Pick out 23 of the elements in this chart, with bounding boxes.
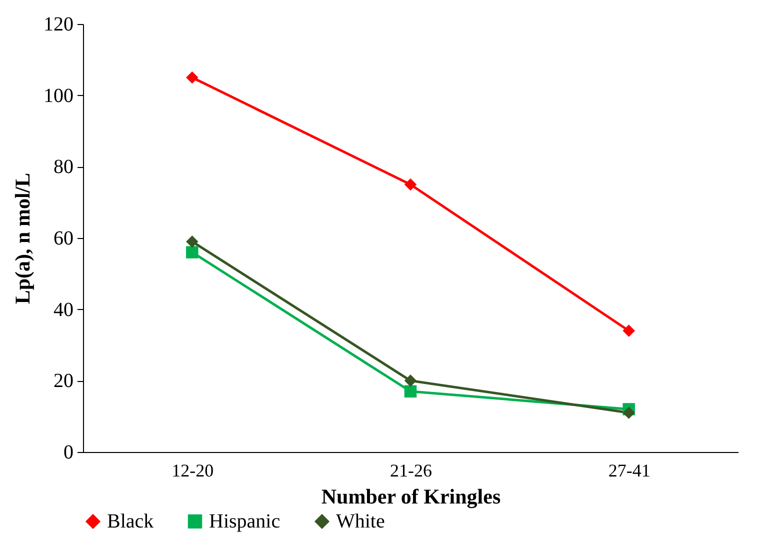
y-tick-label: 60 xyxy=(54,228,74,250)
x-tick-label: 27-41 xyxy=(608,460,650,480)
y-tick-label: 100 xyxy=(44,84,74,107)
point xyxy=(186,246,198,258)
legend-label: Hispanic xyxy=(209,510,280,532)
y-tick-label: 120 xyxy=(44,14,74,36)
y-tick-label: 20 xyxy=(54,370,74,392)
point xyxy=(404,385,417,398)
point xyxy=(404,178,417,191)
legend-label: White xyxy=(336,510,385,532)
point xyxy=(186,71,198,84)
point xyxy=(622,324,635,337)
x-tick-label: 12-20 xyxy=(172,460,214,480)
y-axis-title: Lp(a), n mol/L xyxy=(10,172,34,304)
x-tick-label: 21-26 xyxy=(390,460,432,480)
y-tick-label: 0 xyxy=(64,442,74,464)
point xyxy=(622,406,635,419)
y-tick-label: 80 xyxy=(54,156,74,178)
x-axis-title: Number of Kringles xyxy=(321,484,501,508)
y-tick-label: 40 xyxy=(54,298,74,321)
point xyxy=(404,374,417,387)
legend-label: Black xyxy=(107,510,154,532)
point xyxy=(186,235,198,248)
